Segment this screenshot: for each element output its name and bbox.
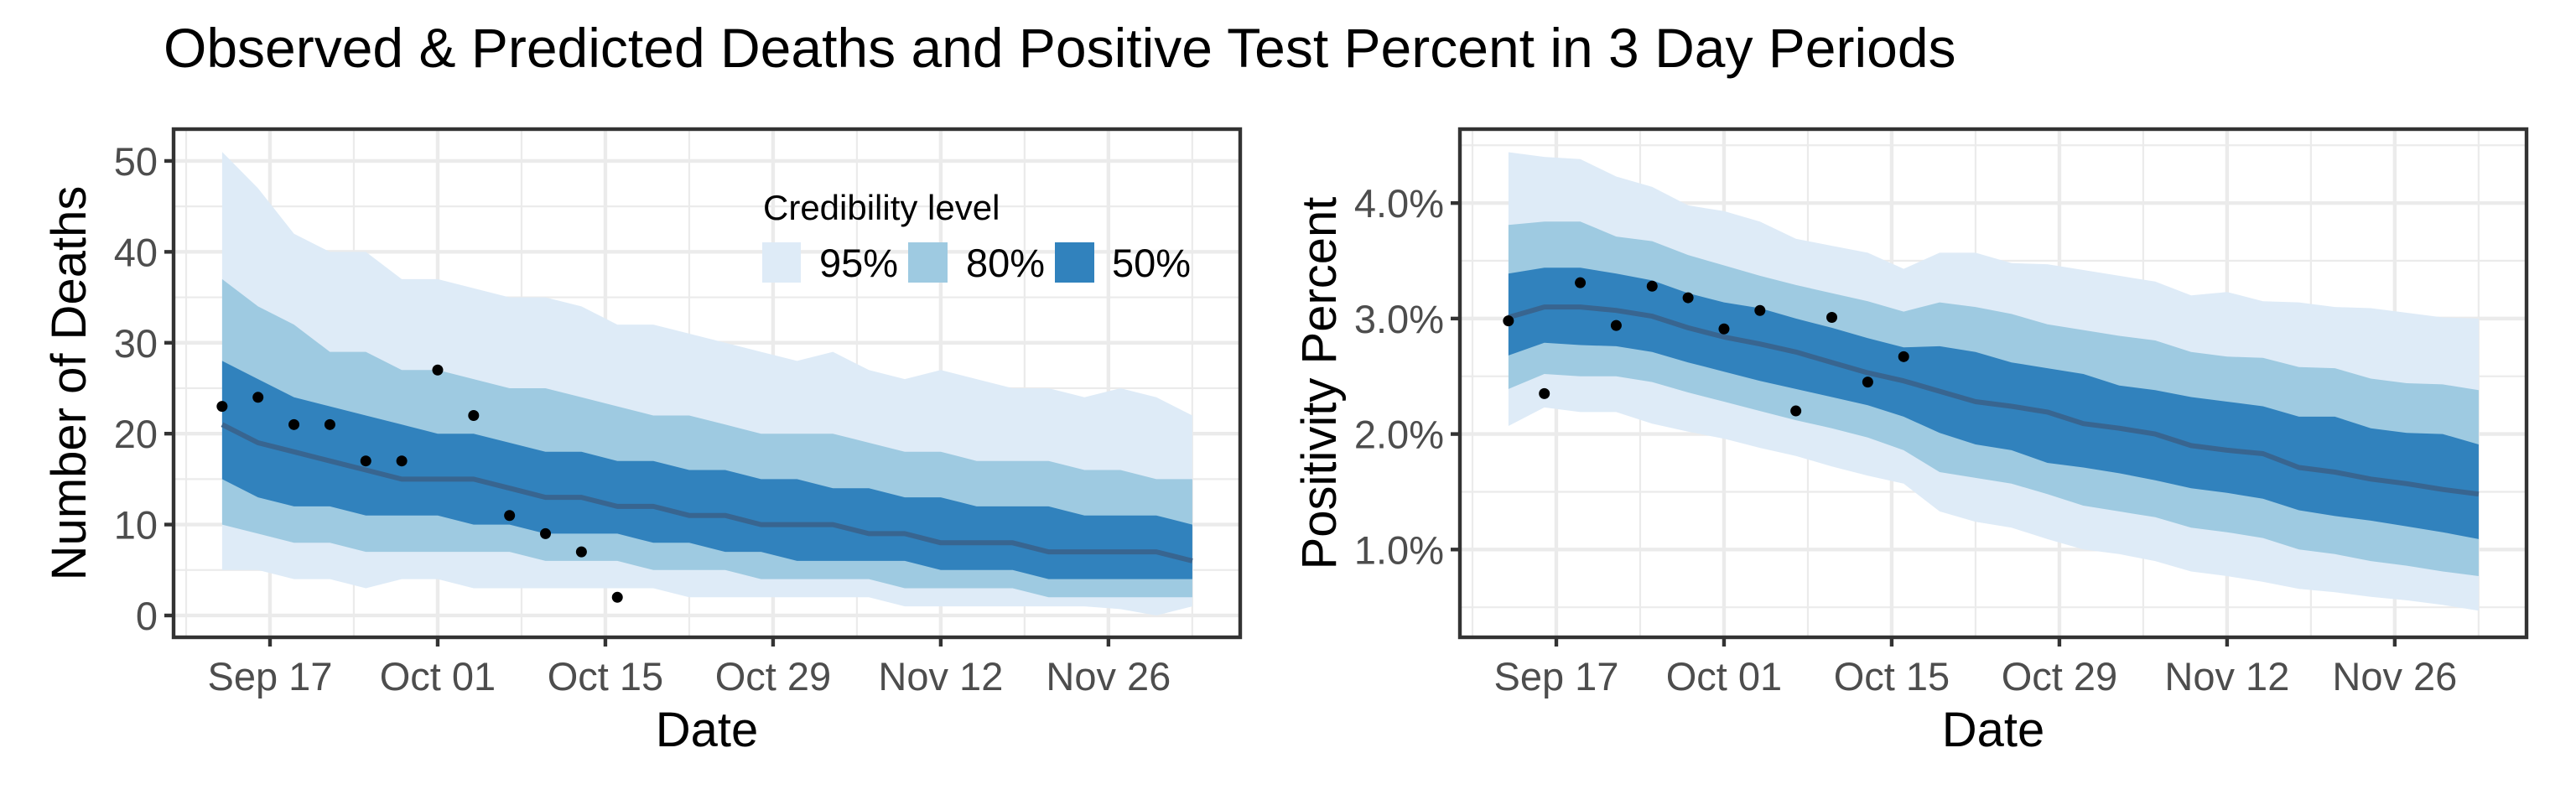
deaths-panel-border	[171, 127, 1243, 640]
legend-label-80: 80%	[966, 241, 1045, 285]
x-tick-label: Sep 17	[1494, 654, 1619, 699]
positivity-panel: 1.0% 2.0% 3.0% 4.0% Sep 17 Oct 01 Oct 15 Oct 29…	[1292, 127, 2529, 757]
deaths-y-axis-title: Number of Deaths	[42, 186, 96, 581]
positivity-panel-border	[1457, 127, 2529, 640]
positivity-median-line	[1508, 304, 2480, 497]
y-tick-label: 30	[114, 321, 158, 366]
y-tick-label: 10	[114, 503, 158, 548]
x-tick-label: Nov 26	[2332, 654, 2457, 699]
y-tick-label: 1.0%	[1354, 527, 1444, 572]
legend-label-95: 95%	[819, 241, 898, 285]
observed-point	[432, 364, 444, 376]
observed-point	[611, 591, 623, 603]
x-tick-label: Nov 12	[2164, 654, 2289, 699]
legend-label-50: 50%	[1112, 241, 1191, 285]
observed-point	[468, 409, 480, 421]
observed-point	[1682, 292, 1694, 304]
x-tick-label: Sep 17	[208, 654, 333, 699]
observed-point	[1790, 405, 1802, 417]
legend: Credibility level 95% 80% 50%	[762, 188, 1191, 285]
observed-point	[1646, 280, 1658, 292]
positivity-axis-ticks: 1.0% 2.0% 3.0% 4.0% Sep 17 Oct 01 Oct 15 Oct 29…	[1354, 181, 2457, 699]
observed-point	[540, 527, 552, 539]
x-tick-label: Oct 29	[2002, 654, 2117, 699]
positivity-x-axis-title: Date	[1942, 703, 2045, 757]
deaths-x-axis-title: Date	[656, 703, 759, 757]
deaths-median-line	[221, 422, 1193, 564]
observed-point	[575, 546, 587, 558]
x-tick-label: Nov 26	[1046, 654, 1171, 699]
deaths-observed-points	[216, 364, 623, 603]
legend-swatch-95	[762, 242, 801, 283]
deaths-axis-ticks: 0 10 20 30 40 50 Sep 17 Oct 01 Oct 15 Oct 29 Nov 1…	[114, 139, 1171, 699]
observed-point	[1862, 377, 1873, 388]
observed-point	[1898, 351, 1909, 362]
x-tick-label: Oct 01	[1666, 654, 1782, 699]
observed-point	[1610, 319, 1622, 331]
y-tick-label: 0	[136, 594, 158, 638]
legend-swatch-50	[1055, 242, 1094, 283]
deaths-bands	[221, 152, 1192, 616]
observed-point	[396, 455, 408, 467]
x-tick-label: Nov 12	[878, 654, 1003, 699]
observed-point	[324, 418, 335, 430]
y-tick-label: 50	[114, 139, 158, 184]
y-tick-label: 3.0%	[1354, 297, 1444, 341]
legend-swatch-80	[908, 242, 948, 283]
chart-title: Observed & Predicted Deaths and Positive…	[164, 17, 1956, 79]
observed-point	[252, 392, 264, 403]
y-tick-label: 40	[114, 230, 158, 274]
observed-point	[1503, 315, 1514, 327]
observed-point	[1826, 311, 1838, 323]
y-tick-label: 4.0%	[1354, 181, 1444, 226]
y-tick-label: 2.0%	[1354, 413, 1444, 457]
x-tick-label: Oct 01	[380, 654, 496, 699]
y-tick-label: 20	[114, 412, 158, 456]
observed-point	[1539, 387, 1550, 399]
observed-point	[1754, 304, 1766, 316]
deaths-panel: 0 10 20 30 40 50 Sep 17 Oct 01 Oct 15 Oct 29 Nov 1…	[42, 127, 1243, 757]
observed-point	[360, 455, 371, 467]
x-tick-label: Oct 15	[1834, 654, 1950, 699]
observed-point	[1575, 277, 1587, 288]
legend-title: Credibility level	[763, 188, 1000, 227]
deaths-band-50	[221, 361, 1192, 579]
x-tick-label: Oct 29	[715, 654, 831, 699]
observed-point	[1718, 323, 1730, 335]
positivity-observed-points	[1503, 277, 1909, 417]
x-tick-label: Oct 15	[548, 654, 663, 699]
positivity-median	[1508, 304, 2480, 497]
observed-point	[216, 401, 228, 413]
positivity-y-axis-title: Positivity Percent	[1292, 197, 1347, 570]
observed-point	[288, 418, 300, 430]
observed-point	[504, 510, 516, 522]
deaths-median	[221, 422, 1193, 564]
